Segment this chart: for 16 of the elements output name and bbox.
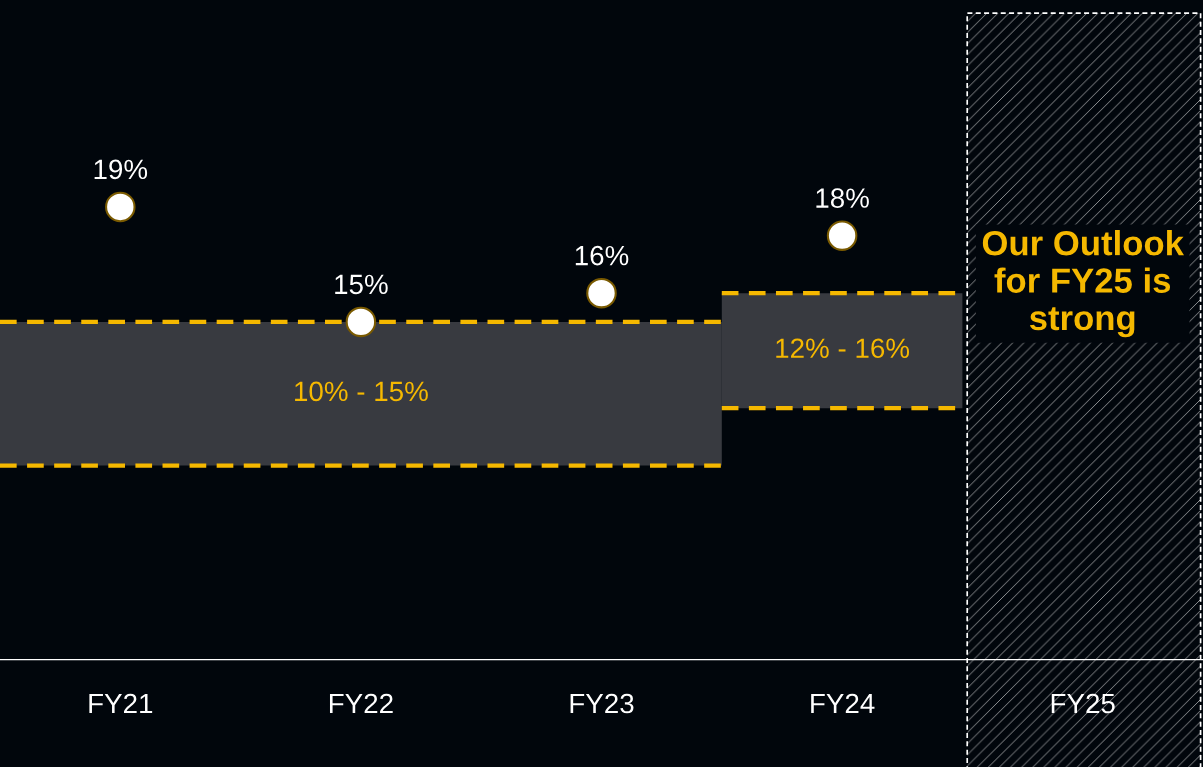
data-label: 15% xyxy=(335,274,388,295)
point xyxy=(345,306,377,338)
x-tick-label: FY25 xyxy=(1051,693,1115,714)
x-tick-label: FY22 xyxy=(329,693,393,714)
band-label: 10% - 15% xyxy=(295,381,428,402)
point xyxy=(105,191,136,223)
data-label: 16% xyxy=(575,245,629,266)
x-tick-label: FY23 xyxy=(570,693,634,714)
x-tick-label: FY21 xyxy=(89,693,153,714)
band-label: 12% - 16% xyxy=(776,338,910,359)
point xyxy=(586,277,617,309)
data-label: 18% xyxy=(816,188,869,208)
data-label: 19% xyxy=(94,159,148,180)
x-tick-label: FY24 xyxy=(811,693,875,714)
band-label: Our Outlook for FY25 is strong xyxy=(982,229,1185,338)
point xyxy=(826,220,858,251)
